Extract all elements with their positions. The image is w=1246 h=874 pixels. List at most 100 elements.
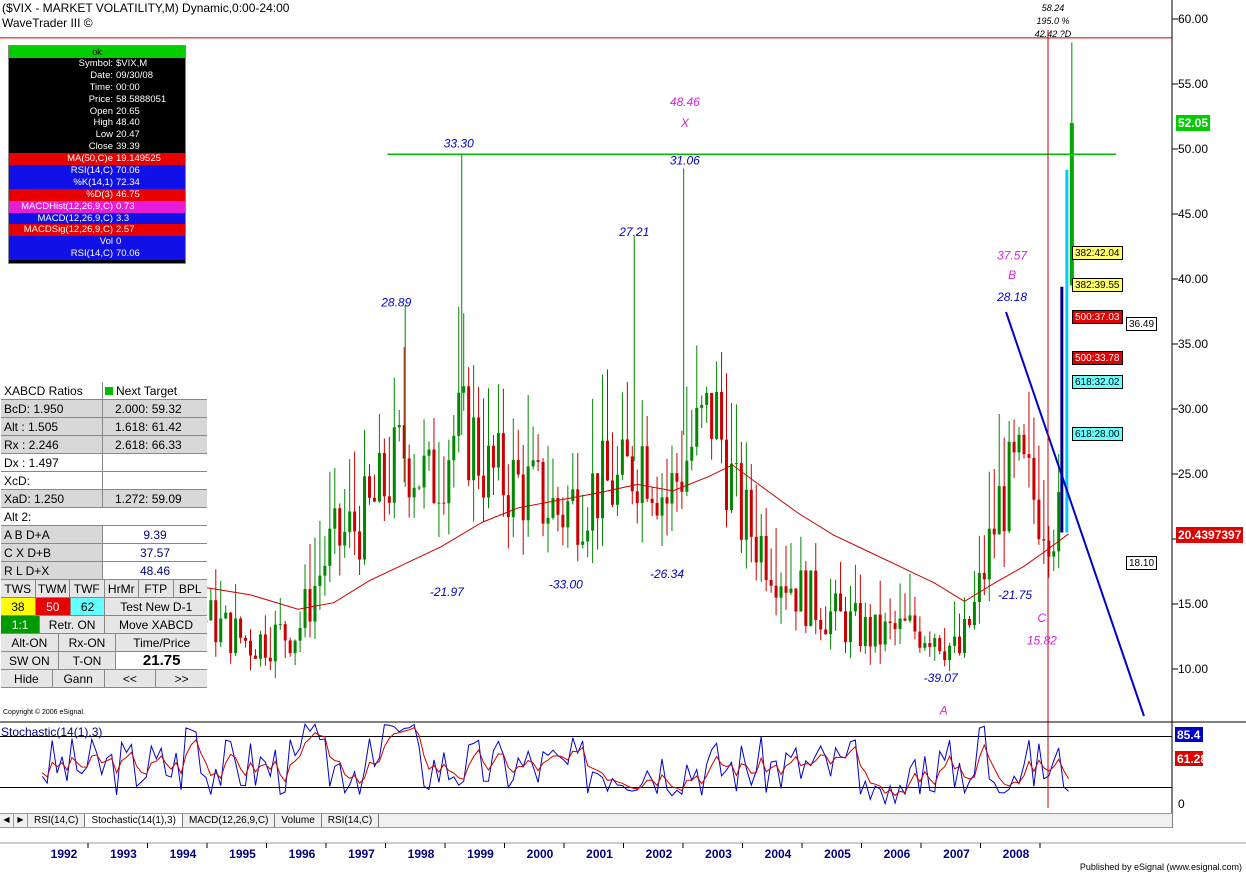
retr-button[interactable]: Retr. ON xyxy=(40,616,105,633)
nav-button[interactable]: >> xyxy=(156,670,207,687)
alt-button[interactable]: Time/Price xyxy=(116,634,208,651)
candle-body xyxy=(1002,486,1006,532)
oscillator-title: Stochastic(14(1),3) xyxy=(1,725,103,739)
tf-button[interactable]: TWM xyxy=(35,580,70,597)
x-tick-label: 2000 xyxy=(527,847,554,861)
y-tick-label: 60.00 xyxy=(1178,12,1208,26)
candle-body xyxy=(229,612,233,654)
candle-body xyxy=(333,508,337,529)
candle-body xyxy=(224,612,228,619)
price-tag: 500:37.03 xyxy=(1072,310,1123,324)
indicator-tab[interactable]: Volume xyxy=(275,814,322,827)
indicator-tab[interactable]: RSI(14,C) xyxy=(322,814,380,827)
nav-button[interactable]: Hide xyxy=(1,670,53,687)
candle-body xyxy=(606,440,609,481)
candle-body xyxy=(868,616,872,647)
candle-body xyxy=(759,535,763,563)
candle-body xyxy=(784,586,788,593)
chart-title: ($VIX - MARKET VOLATILITY,M) Dynamic,0:0… xyxy=(2,1,290,15)
nav-button[interactable]: << xyxy=(104,670,157,687)
level-row[interactable]: R L D+X 48.46 xyxy=(1,562,207,580)
candle-body xyxy=(729,463,733,511)
sw-button[interactable]: SW ON xyxy=(1,652,59,669)
sw-button[interactable]: T-ON xyxy=(58,652,117,669)
data-value: 0.73 xyxy=(116,200,135,212)
num-button[interactable]: 38 xyxy=(1,598,36,615)
candle-body xyxy=(1012,441,1016,453)
candle-body xyxy=(690,446,694,461)
level-label: C X D+B xyxy=(1,544,103,561)
level-value: 9.39 xyxy=(103,526,207,543)
num-button[interactable]: Test New D-1 xyxy=(105,598,207,615)
sw-button[interactable]: 21.75 xyxy=(116,652,208,669)
tab-scroll-left-icon[interactable]: ◀ xyxy=(0,814,14,827)
swing-label: 27.21 xyxy=(618,225,649,239)
candle-body xyxy=(358,531,362,560)
ratio-target xyxy=(103,454,207,471)
nav-button[interactable]: Gann xyxy=(52,670,105,687)
candle-body xyxy=(829,611,833,635)
candle-body xyxy=(635,491,639,504)
candle-body xyxy=(660,497,664,516)
indicator-tab[interactable]: Stochastic(14(1),3) xyxy=(85,814,183,827)
tab-scroll-right-icon[interactable]: ▶ xyxy=(14,814,28,827)
tf-button[interactable]: TWF xyxy=(70,580,105,597)
candle-body xyxy=(987,528,991,580)
candle-body xyxy=(516,459,520,475)
data-value: 70.06 xyxy=(116,248,140,260)
data-row: MACD(12,26,9,C) 3.3 xyxy=(9,212,185,225)
candle-body xyxy=(913,615,917,632)
alt-button[interactable]: Alt-ON xyxy=(1,634,59,651)
candle-body xyxy=(878,614,882,645)
tf-button[interactable]: BPL xyxy=(173,580,207,597)
top-annotation: 58.24 xyxy=(1042,3,1065,13)
retr-button[interactable]: Move XABCD xyxy=(105,616,207,633)
x-tick-label: 1992 xyxy=(51,847,78,861)
data-window-status: ok xyxy=(9,46,185,58)
ratio-target: 2.000: 59.32 xyxy=(103,400,207,417)
candle-body xyxy=(1052,551,1056,557)
ratio-label: XaD: 1.250 xyxy=(1,490,103,507)
indicator-tab[interactable]: MACD(12,26,9,C) xyxy=(183,814,276,827)
indicator-tab[interactable]: RSI(14,C) xyxy=(28,814,86,827)
price-tag: 618:32.02 xyxy=(1072,375,1123,389)
candle-body xyxy=(402,425,406,459)
candle-body xyxy=(586,530,590,542)
x-tick-label: 1993 xyxy=(110,847,137,861)
osc-k-tag xyxy=(1175,727,1203,742)
candle-body xyxy=(1027,454,1031,458)
candle-body xyxy=(853,603,857,612)
y-tick-label: 55.00 xyxy=(1178,77,1208,91)
ratio-row: XcD: xyxy=(1,472,207,490)
candle-body xyxy=(888,621,892,624)
candle-body xyxy=(209,600,213,621)
candle-body xyxy=(323,565,327,576)
candle-body xyxy=(462,386,466,393)
candle-body xyxy=(244,637,248,641)
num-button[interactable]: 50 xyxy=(35,598,71,615)
candle-body xyxy=(487,445,490,498)
x-tick-label: 2001 xyxy=(586,847,613,861)
tf-button[interactable]: HrMr xyxy=(104,580,139,597)
data-value: 58.5888051 xyxy=(116,93,167,105)
data-key: %D(3) xyxy=(86,188,113,200)
data-key: Close xyxy=(88,141,113,153)
candle-body xyxy=(472,417,476,481)
alt-button[interactable]: Rx-ON xyxy=(58,634,117,651)
candle-body xyxy=(581,541,585,545)
tf-button[interactable]: FTP xyxy=(139,580,174,597)
candle-body xyxy=(625,439,629,457)
candle-body xyxy=(253,655,257,659)
candle-body xyxy=(417,487,421,489)
retr-button[interactable]: 1:1 xyxy=(1,616,41,633)
candle-body xyxy=(591,473,595,531)
candle-body xyxy=(779,586,783,598)
price-tag: 500:33.78 xyxy=(1072,351,1123,365)
level-row[interactable]: C X D+B 37.57 xyxy=(1,544,207,562)
data-key: RSI(14,C) xyxy=(70,248,113,260)
x-tick-label: 1996 xyxy=(289,847,316,861)
tf-button[interactable]: TWS xyxy=(1,580,36,597)
num-button[interactable]: 62 xyxy=(70,598,106,615)
level-row[interactable]: A B D+A 9.39 xyxy=(1,526,207,544)
candle-body xyxy=(720,391,724,440)
